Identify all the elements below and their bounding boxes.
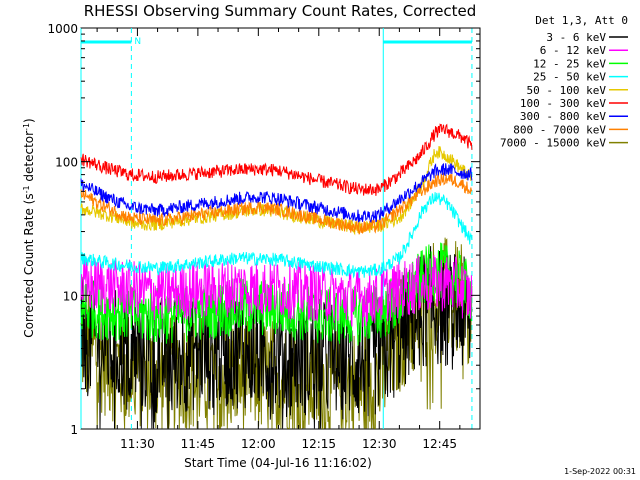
series-line-5 xyxy=(80,123,473,196)
x-tick-label-3: 12:15 xyxy=(301,437,336,451)
y-tick-label-1: 10 xyxy=(63,289,78,303)
series-line-1 xyxy=(80,255,473,327)
flag-label: N xyxy=(134,37,141,47)
y-axis-label-end: ) xyxy=(22,118,36,123)
legend-label-0: 3 - 6 keV xyxy=(546,31,606,44)
y-axis-label-main: Corrected Count Rate (s xyxy=(22,193,36,337)
y-axis-label: Corrected Count Rate (s-1 detector-1) xyxy=(22,118,37,337)
legend-label-3: 25 - 50 keV xyxy=(533,71,606,84)
x-tick-label-0: 11:30 xyxy=(120,437,155,451)
legend-label-7: 800 - 7000 keV xyxy=(513,123,606,136)
series-line-6 xyxy=(80,162,473,224)
legend-label-5: 100 - 300 keV xyxy=(520,97,606,110)
legend-label-8: 7000 - 15000 keV xyxy=(500,137,606,150)
x-tick-label-5: 12:45 xyxy=(422,437,457,451)
y-tick-label-3: 1000 xyxy=(47,22,78,36)
y-axis-label-sup1: -1 xyxy=(22,185,31,193)
legend-label-1: 6 - 12 keV xyxy=(540,44,607,57)
y-axis-label-sup2: -1 xyxy=(22,123,31,131)
chart-title: RHESSI Observing Summary Count Rates, Co… xyxy=(84,2,477,20)
y-axis-label-mid: detector xyxy=(22,131,36,186)
x-tick-label-4: 12:30 xyxy=(362,437,397,451)
x-tick-label-1: 11:45 xyxy=(181,437,216,451)
x-axis-label: Start Time (04-Jul-16 11:16:02) xyxy=(184,456,372,470)
legend-label-2: 12 - 25 keV xyxy=(533,57,606,70)
series-layer xyxy=(80,123,473,429)
footer-date: 1-Sep-2022 00:31 xyxy=(564,467,636,476)
x-axis-ticks: 11:30 11:45 12:00 12:15 12:30 12:45 xyxy=(96,28,481,451)
y-tick-label-2: 100 xyxy=(55,156,78,170)
series-line-3 xyxy=(80,192,473,279)
x-tick-label-2: 12:00 xyxy=(241,437,276,451)
y-tick-label-0: 1 xyxy=(70,423,78,437)
plot-area: N 11:30 11:45 12:00 12:15 12:30 12:45 1101001… xyxy=(47,22,481,451)
legend-header: Det 1,3, Att 0 xyxy=(535,14,628,27)
legend-label-6: 300 - 800 keV xyxy=(520,110,606,123)
series-line-0 xyxy=(80,246,473,429)
legend-label-4: 50 - 100 keV xyxy=(527,84,607,97)
y-axis-ticks: 1 10 100 1000 xyxy=(47,22,480,437)
